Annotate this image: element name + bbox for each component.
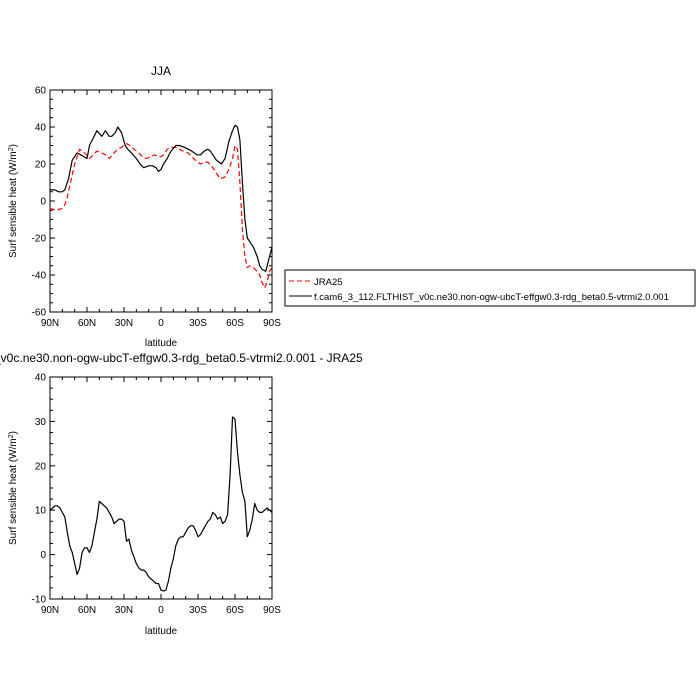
top-panel-y-tick-label: -20 bbox=[32, 234, 47, 245]
top-panel-y-axis-label: Surf sensible heat (W/m2) bbox=[8, 144, 20, 258]
bottom-panel-y-tick-label: 0 bbox=[40, 550, 46, 561]
top-panel: JJA 90N 60N 30N 0 30S 60S 90S-60-40-200204060 … bbox=[8, 64, 696, 349]
top-panel-legend: JRA25 f.cam6_3_112.FLTHIST_v0c.ne30.non-… bbox=[284, 269, 696, 307]
bottom-panel-x-tick-label: 30S bbox=[189, 605, 207, 616]
bottom-panel-y-axis-label: Surf sensible heat (W/m2) bbox=[8, 431, 20, 545]
bottom-panel-y-tick-label: 40 bbox=[35, 373, 47, 384]
top-panel-y-tick-label: -60 bbox=[32, 308, 47, 319]
top-panel-title: JJA bbox=[151, 64, 171, 78]
top-panel-y-tick-label: 20 bbox=[35, 160, 47, 171]
top-panel-x-tick-label: 0 bbox=[158, 318, 164, 329]
top-panel-y-tick-label: 40 bbox=[35, 123, 47, 134]
top-panel-x-tick-label: 60S bbox=[226, 318, 244, 329]
bottom-panel-x-tick-label: 0 bbox=[158, 605, 164, 616]
legend-label-model: f.cam6_3_112.FLTHIST_v0c.ne30.non-ogw-ub… bbox=[314, 292, 669, 303]
top-panel-x-tick-label: 30N bbox=[115, 318, 133, 329]
top-panel-y-tick-label: 0 bbox=[40, 197, 46, 208]
top-panel-x-tick-label: 30S bbox=[189, 318, 207, 329]
bottom-panel-x-tick-label: 60S bbox=[226, 605, 244, 616]
bottom-panel-series-line-1 bbox=[49, 416, 273, 592]
bottom-panel: THIST_v0c.ne30.non-ogw-ubcT-effgw0.3-rdg… bbox=[0, 351, 363, 637]
top-panel-x-tick-label: 90N bbox=[41, 318, 59, 329]
bottom-panel-plot-frame bbox=[49, 376, 273, 600]
bottom-panel-x-tick-label: 60N bbox=[78, 605, 96, 616]
bottom-panel-x-tick-label: 30N bbox=[115, 605, 133, 616]
bottom-panel-x-axis-label: latitude bbox=[145, 626, 178, 637]
top-panel-x-tick-label: 90S bbox=[263, 318, 281, 329]
bottom-panel-x-tick-label: 90N bbox=[41, 605, 59, 616]
bottom-panel-y-tick-label: 30 bbox=[35, 417, 47, 428]
top-panel-series-line-1 bbox=[49, 143, 273, 289]
bottom-panel-y-tick-label: 20 bbox=[35, 461, 47, 472]
top-panel-series-line-2 bbox=[50, 124, 273, 272]
top-panel-y-tick-label: -40 bbox=[32, 271, 47, 282]
bottom-panel-y-tick-label: 10 bbox=[35, 506, 47, 517]
bottom-panel-x-tick-label: 90S bbox=[263, 605, 281, 616]
legend-label-jra25: JRA25 bbox=[314, 277, 343, 288]
top-panel-x-tick-label: 60N bbox=[78, 318, 96, 329]
bottom-panel-y-tick-label: -10 bbox=[32, 595, 47, 606]
bottom-panel-title: THIST_v0c.ne30.non-ogw-ubcT-effgw0.3-rdg… bbox=[0, 351, 363, 365]
top-panel-x-axis-label: latitude bbox=[145, 338, 178, 349]
top-panel-plot-frame bbox=[49, 89, 273, 313]
legend-frame bbox=[284, 269, 696, 307]
top-panel-y-tick-label: 60 bbox=[35, 86, 47, 97]
